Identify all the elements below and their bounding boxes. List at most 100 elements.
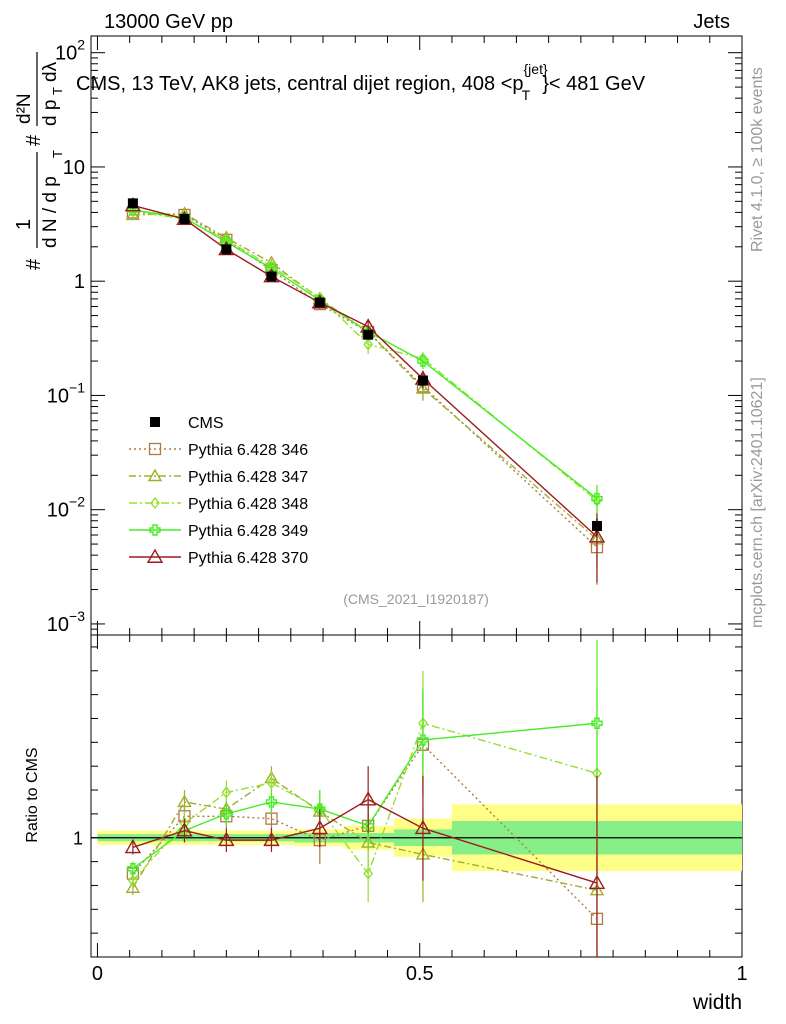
series-line-4 [132,204,598,538]
ratio-point-2 [221,786,232,799]
data-point [417,375,428,386]
ratio-point-2 [266,776,277,790]
ratio-point-4 [359,791,377,806]
legend: CMS Pythia 6.428 346 Pythia 6.428 347 Pythi… [129,415,308,567]
analysis-watermark: (CMS_2021_I1920187) [343,591,489,607]
legend-marker-3 [149,524,161,536]
ratio-y-tick-label: 1 [73,829,83,849]
legend-label-1: Pythia 6.428 347 [188,469,308,486]
legend-marker-1 [147,468,163,482]
legend-label-4: Pythia 6.428 370 [188,550,308,567]
ratio-point-3 [591,717,603,729]
title-suffix: }< 481 GeV [542,73,646,95]
ratio-point-4 [414,819,432,835]
series-point-4 [588,528,606,543]
series-point-1 [415,381,431,394]
y-label-hash2: # [23,134,45,146]
y-tick-exp: −2 [69,494,85,510]
y-label-t2: T [50,87,65,95]
plot-title: CMS, 13 TeV, AK8 jets, central dijet reg… [76,61,646,103]
ratio-point-4 [311,819,329,835]
ratio-point-1 [177,794,192,808]
y-label-dn: d N / d p [40,176,61,248]
ratio-point-3 [220,808,233,820]
ratio-line-3 [132,722,598,870]
data-point [591,520,602,531]
ratio-point-3 [417,734,429,746]
ratio-line-2 [132,722,598,882]
ratio-line-0 [132,743,598,920]
legend-label-3: Pythia 6.428 349 [188,523,308,540]
y-tick-label: 10−2 [47,494,85,522]
ratio-point-3 [314,803,326,815]
series-point-2 [363,338,374,351]
header-left: 13000 GeV pp [104,11,233,33]
y-tick-label: 10−1 [47,379,85,407]
ratio-point-1 [125,880,141,894]
data-point [127,198,138,209]
ratio-point-3 [127,863,139,875]
y-tick-exp: −3 [69,608,85,624]
legend-marker-2 [150,496,160,510]
ratio-point-4 [588,874,606,890]
y-label-dpt: d p [40,100,61,126]
y-label-t: T [50,150,65,158]
ratio-axis-label: Ratio to CMS [24,747,41,842]
data-point [314,297,325,308]
ratio-point-2 [363,867,374,880]
y-tick-base: 10 [47,385,69,407]
series-line-1 [132,212,598,540]
title-prefix: CMS, 13 TeV, AK8 jets, central dijet reg… [76,73,524,95]
data-point [179,214,190,225]
x-axis-label: width [692,991,742,1014]
data-point [363,329,374,340]
data-point [266,271,277,282]
ratio-point-4 [124,838,142,854]
y-label-d2n: d²N [14,93,35,124]
legend-marker-0 [148,442,162,456]
y-tick-label: 1 [74,271,85,293]
ratio-point-4 [176,822,193,837]
y-axis-label: # 1 d N / d p T # d²N d p T dλ [13,52,65,270]
ratio-line-1 [132,777,598,891]
y-tick-label: 102 [55,37,85,65]
ratio-point-3 [265,796,278,808]
y-tick-base: 10 [47,614,69,636]
series-point-1 [125,207,141,221]
y-label-dl: dλ [40,61,61,82]
y-tick-base: 10 [47,500,69,522]
series-point-2 [127,205,138,218]
legend-label-0: Pythia 6.428 346 [188,442,308,459]
ratio-point-2 [127,874,138,887]
series-point-3 [417,355,429,367]
main-frame [90,35,743,636]
legend-label-2: Pythia 6.428 348 [188,496,308,513]
ratio-point-4 [218,831,235,847]
ratio-point-3 [362,820,374,832]
series-point-3 [591,492,603,505]
ratio-frame [90,634,743,958]
header-right: Jets [693,11,730,33]
x-tick-label: 0 [92,963,103,985]
mcplots-label: mcplots.cern.ch [arXiv:2401.10621] [749,377,766,628]
title-sup: {jet} [524,61,548,77]
y-tick-exp: 2 [77,37,85,53]
title-sub: T [522,87,531,103]
y-tick-base: 10 [55,43,77,65]
y-tick-label: 10−3 [47,608,85,636]
x-tick-label: 1 [736,963,747,985]
y-label-hash1: # [23,258,45,270]
x-tick-label: 0.5 [406,963,434,985]
legend-marker-data [150,417,160,427]
data-point [221,244,232,255]
legend-marker-4 [146,548,164,563]
y-tick-exp: −1 [69,379,85,395]
ratio-panel: 0 0.5 1 1 [73,634,748,985]
y-tick-label: 10 [63,157,85,179]
y-label-one: 1 [13,219,35,230]
ratio-point-4 [263,831,280,847]
ratio-line-4 [132,798,598,884]
legend-label-data: CMS [188,415,224,432]
